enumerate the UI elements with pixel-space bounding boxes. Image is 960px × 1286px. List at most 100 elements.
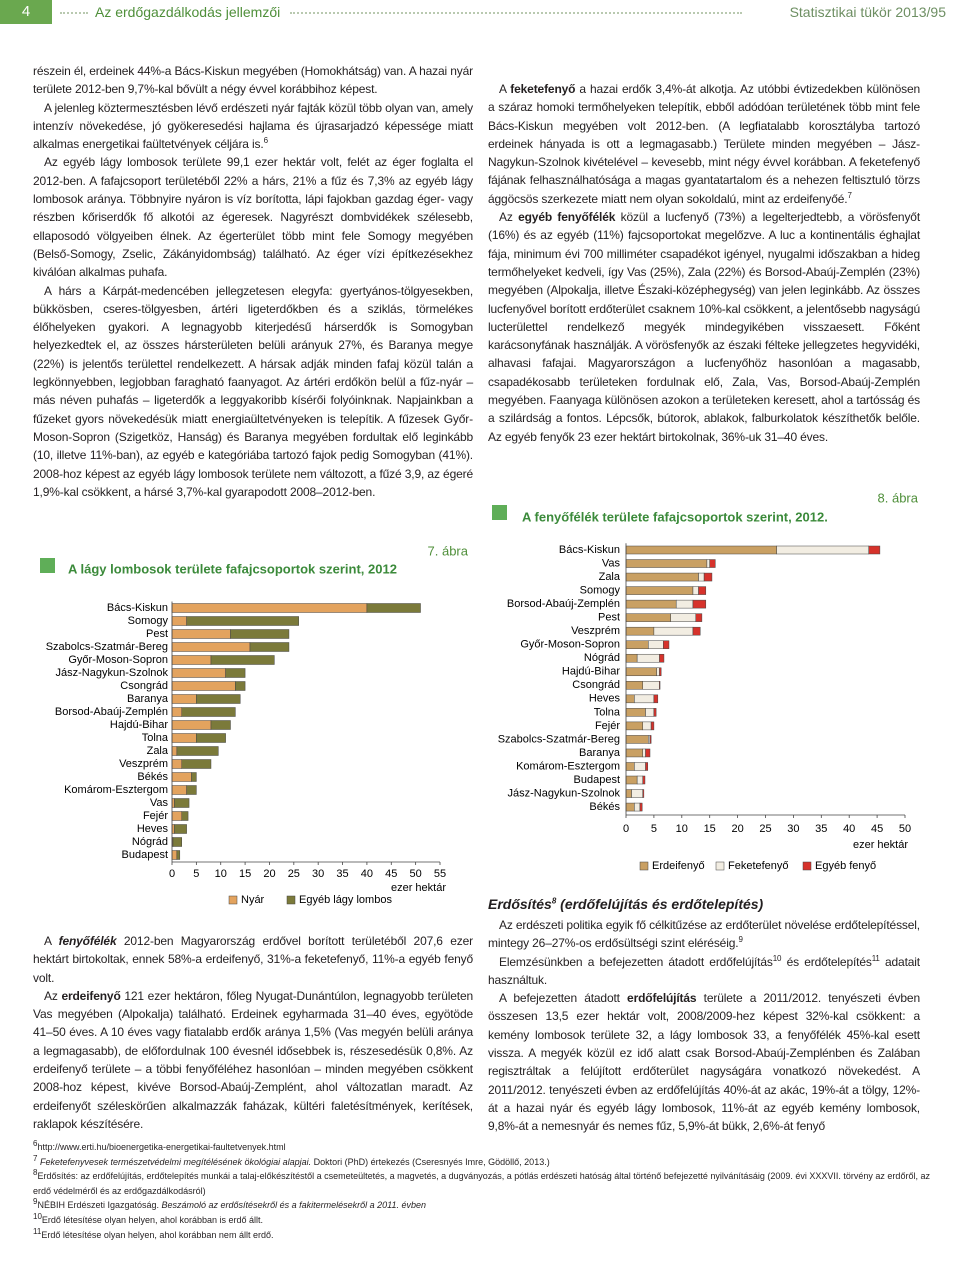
bar-segment [171, 655, 212, 665]
text-run: Az egyéb lágy lombosok területe 99,1 eze… [33, 155, 473, 280]
bar-segment [625, 626, 655, 636]
bar-segment [642, 775, 646, 785]
right-column-lower: Az erdészeti politika egyik fő célkitűzé… [488, 916, 920, 1136]
legend-swatch [802, 861, 812, 871]
section-heading: Erdősítés8 (erdőfelújítás és erdőtelepít… [488, 896, 763, 912]
category-label: Tolna [594, 706, 621, 718]
bar-segment [703, 572, 713, 582]
bar-segment [181, 811, 189, 821]
legend-swatch [286, 895, 296, 905]
category-label: Nógrád [132, 836, 168, 848]
bar-segment [692, 586, 699, 595]
bar-segment [186, 785, 197, 795]
figure-label: 8. ábra [878, 490, 919, 505]
chart-title: A fenyőfélék területe fafajcsoportok sze… [522, 509, 828, 524]
paragraph: 9NÉBIH Erdészeti Igazgatóság. Beszámoló … [33, 1198, 933, 1213]
bar-segment [196, 733, 226, 743]
bar-segment [659, 653, 665, 663]
legend-label: Erdeifenyő [652, 860, 705, 872]
paragraph: A befejezetten átadott erdőfelújítás ter… [488, 989, 920, 1135]
category-label: Győr-Moson-Sopron [520, 639, 620, 651]
text-sup: 8 [33, 1168, 38, 1178]
bar-segment [625, 694, 635, 704]
bar-segment [663, 640, 670, 649]
bar-segment [171, 746, 178, 756]
category-label: Jász-Nagykun-Szolnok [56, 667, 169, 679]
bar-segment [649, 735, 652, 744]
x-tick-label: 15 [704, 823, 716, 835]
chart-title: A lágy lombosok területe fafajcsoportok … [68, 561, 397, 576]
text-sup: 11 [871, 953, 880, 963]
paragraph: 8Erdősítés: az erdőfelújítás, erdőtelepí… [33, 1169, 933, 1198]
text-bold: erdeifenyő [61, 988, 121, 1003]
x-tick-label: 5 [651, 823, 657, 835]
bar-segment [645, 748, 651, 758]
bar-segment [174, 798, 190, 808]
category-label: Fejér [143, 810, 168, 822]
bar-segment [625, 667, 657, 677]
text-sup: 7 [847, 190, 852, 200]
text-run: közül a lucfenyő (73%) a legelterjedtebb… [488, 210, 920, 444]
bar-segment [625, 653, 638, 663]
category-label: Vas [602, 557, 621, 569]
text-run: (erdőfelújítás és erdőtelepítés) [556, 896, 764, 912]
bar-segment [631, 789, 643, 798]
text-run: Erdősítés: az erdőfelújítás, erdőtelepít… [33, 1171, 930, 1196]
bar-segment [625, 762, 635, 771]
category-label: Heves [137, 823, 169, 835]
bar-segment [636, 653, 660, 663]
bar-segment [171, 733, 197, 743]
paragraph: 10Erdő létesítése olyan helyen, ahol kor… [33, 1212, 933, 1228]
text-bold: egyéb fenyőfélék [518, 210, 616, 225]
text-run: területe a 2011/2012. tenyészeti évben ö… [488, 991, 920, 1134]
bar-segment [625, 735, 649, 744]
x-tick-label: 20 [731, 823, 743, 835]
axis-title: ezer hektár [391, 882, 446, 894]
page-number: 4 [0, 0, 52, 24]
bar-segment [625, 613, 671, 622]
x-tick-label: 10 [215, 868, 227, 880]
bar-segment [625, 559, 708, 568]
category-label: Komárom-Esztergom [516, 760, 620, 772]
bar-segment [171, 616, 187, 626]
bar-segment [776, 545, 869, 555]
bar-segment [659, 667, 662, 677]
text-italic: Feketefenyvesek természetvédelmi megítél… [37, 1156, 312, 1167]
left-column-upper: részein él, erdeinek 44%-a Bács-Kiskun m… [33, 62, 473, 501]
bar-segment [171, 603, 368, 613]
x-tick-label: 35 [336, 868, 348, 880]
text-run: Erdő létesítése olyan helyen, ahol koráb… [41, 1229, 274, 1240]
text-sup: 6 [33, 1139, 38, 1148]
bar-segment [645, 762, 649, 771]
paragraph: A jelenleg köztermesztésben lévő erdésze… [33, 99, 473, 154]
bar-segment [709, 559, 716, 568]
text-run: Az [499, 210, 519, 225]
bar-segment [171, 720, 212, 730]
text-run: A jelenleg köztermesztésben lévő erdésze… [33, 100, 473, 152]
category-label: Bács-Kiskun [107, 602, 168, 614]
paragraph: Az erdészeti politika egyik fő célkitűzé… [488, 916, 920, 953]
category-label: Jász-Nagykun-Szolnok [508, 787, 621, 799]
text-bold: erdőfelújítás [627, 991, 697, 1006]
category-label: Szabolcs-Szatmár-Bereg [498, 733, 620, 745]
category-label: Heves [589, 693, 621, 705]
paragraph: Az egyéb fenyőfélék közül a lucfenyő (73… [488, 208, 920, 446]
category-label: Pest [598, 612, 620, 624]
category-label: Vas [150, 797, 169, 809]
category-label: Komárom-Esztergom [64, 784, 168, 796]
x-tick-label: 10 [676, 823, 688, 835]
x-tick-label: 45 [385, 868, 397, 880]
bar-segment [692, 626, 701, 636]
category-label: Baranya [127, 693, 169, 705]
right-column-upper: A feketefenyő a hazai erdők 3,4%-át alko… [488, 80, 920, 446]
text-run: A [499, 82, 511, 96]
bar-segment [636, 775, 643, 785]
text-sup: 8 [551, 896, 557, 906]
x-tick-label: 35 [815, 823, 827, 835]
bar-segment [225, 668, 246, 678]
category-label: Somogy [580, 584, 621, 596]
text-run: NÉBIH Erdészeti Igazgatóság. [37, 1200, 162, 1211]
bar-segment [695, 613, 703, 622]
x-tick-label: 40 [843, 823, 855, 835]
